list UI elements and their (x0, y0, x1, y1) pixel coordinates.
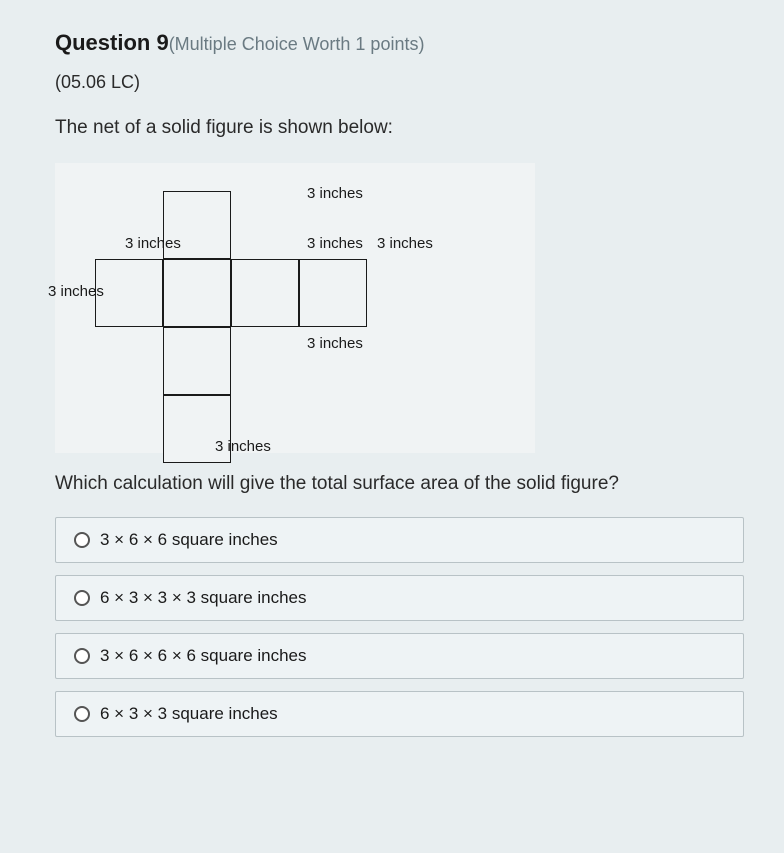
option-b[interactable]: 6 × 3 × 3 × 3 square inches (55, 575, 744, 621)
option-text: 3 × 6 × 6 square inches (100, 530, 278, 550)
option-c[interactable]: 3 × 6 × 6 × 6 square inches (55, 633, 744, 679)
option-d[interactable]: 6 × 3 × 3 square inches (55, 691, 744, 737)
net-cell (163, 327, 231, 395)
dimension-label: 3 inches (377, 235, 433, 252)
net-cell (299, 259, 367, 327)
net-figure: 3 inches 3 inches 3 inches 3 inches 3 inches… (55, 163, 535, 453)
option-text: 6 × 3 × 3 square inches (100, 704, 278, 724)
dimension-label: 3 inches (307, 185, 363, 202)
radio-icon (74, 648, 90, 664)
option-a[interactable]: 3 × 6 × 6 square inches (55, 517, 744, 563)
question-code: (05.06 LC) (55, 72, 744, 93)
question-meta: (Multiple Choice Worth 1 points) (169, 34, 425, 54)
dimension-label: 3 inches (125, 235, 181, 252)
radio-icon (74, 590, 90, 606)
net-cell (95, 259, 163, 327)
option-text: 6 × 3 × 3 × 3 square inches (100, 588, 307, 608)
option-text: 3 × 6 × 6 × 6 square inches (100, 646, 307, 666)
dimension-label: 3 inches (307, 335, 363, 352)
net-cell (231, 259, 299, 327)
question-intro: The net of a solid figure is shown below… (55, 117, 744, 139)
dimension-label: 3 inches (307, 235, 363, 252)
radio-icon (74, 706, 90, 722)
question-header: Question 9(Multiple Choice Worth 1 point… (55, 30, 744, 56)
question-number: Question 9 (55, 30, 169, 55)
options-list: 3 × 6 × 6 square inches 6 × 3 × 3 × 3 sq… (55, 517, 744, 737)
radio-icon (74, 532, 90, 548)
question-prompt: Which calculation will give the total su… (55, 473, 744, 495)
dimension-label: 3 inches (48, 283, 104, 300)
net-cell (163, 259, 231, 327)
dimension-label: 3 inches (215, 438, 271, 455)
